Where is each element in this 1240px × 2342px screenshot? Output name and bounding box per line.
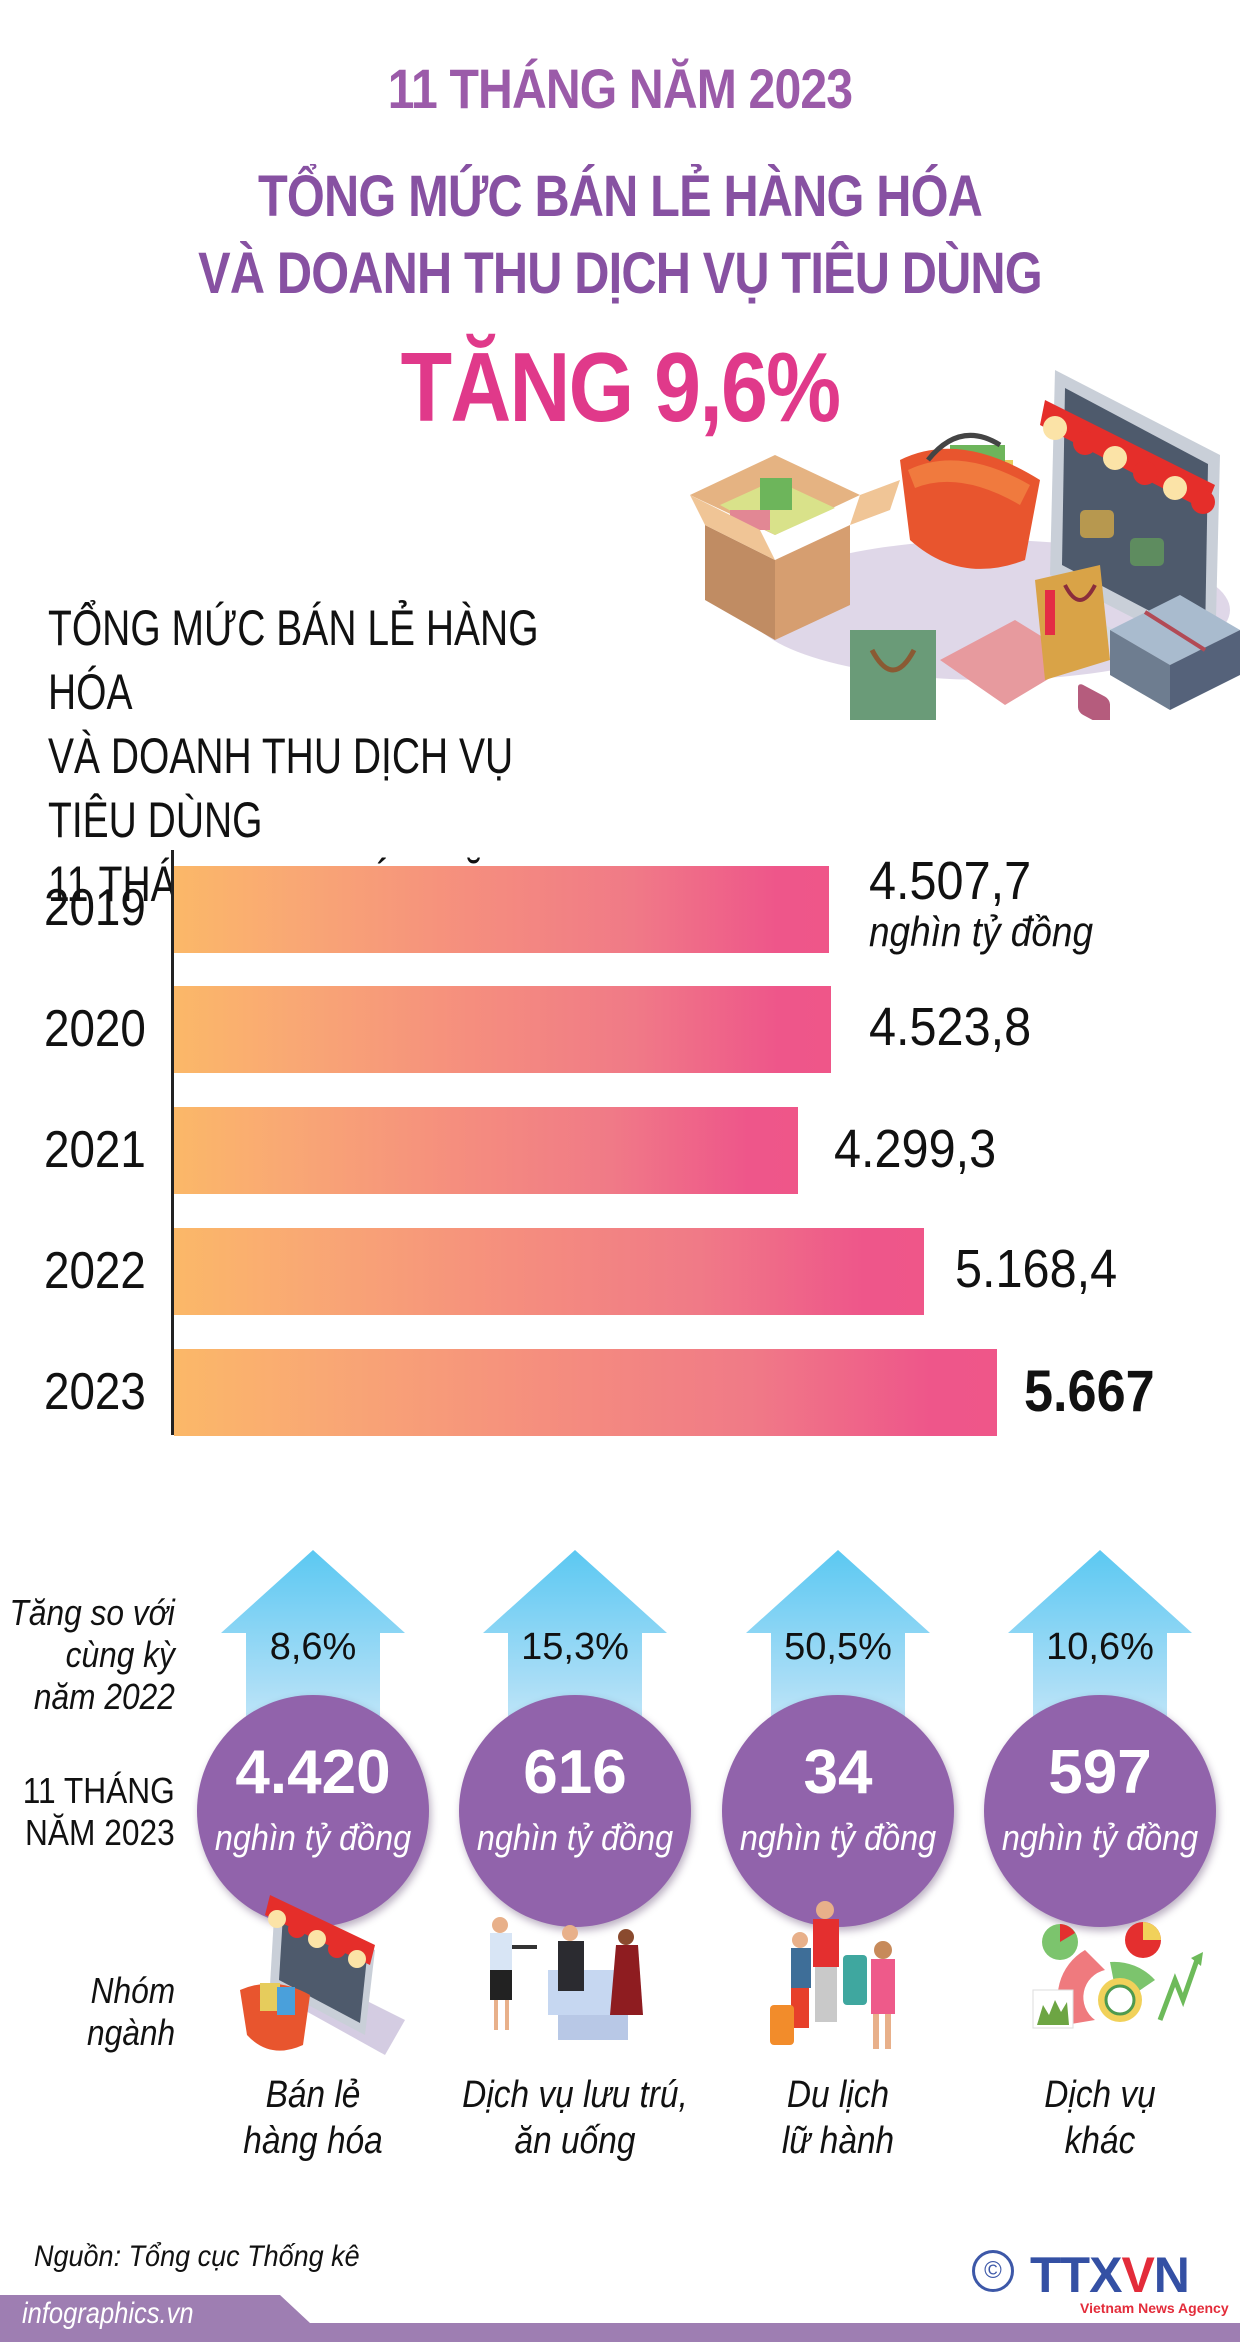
bar-2022 (174, 1228, 924, 1315)
growth-value-retail: 8,6% (269, 1626, 357, 1668)
value-label-2020: 4.523,8 (869, 997, 1032, 1057)
shopping-bag-icon (850, 630, 936, 720)
chart-title-line2: VÀ DOANH THU DỊCH VỤ TIÊU DÙNG (48, 728, 514, 848)
footer-tab (0, 2295, 340, 2342)
bar-2021 (174, 1107, 798, 1194)
bar-2020 (174, 986, 831, 1073)
sector-row-label: Nhóm ngành (86, 1970, 175, 2053)
main-title-line2: VÀ DOANH THU DỊCH VỤ TIÊU DÙNG (198, 241, 1042, 306)
value-retail: 4.420 (235, 1738, 391, 1807)
online-store-icon (240, 1895, 405, 2055)
chart-y-axis (171, 850, 174, 1435)
chart-title: TỔNG MỨC BÁN LẺ HÀNG HÓA VÀ DOANH THU DỊ… (48, 596, 594, 916)
sector-label-accommodation: Dịch vụ lưu trú, ăn uống (462, 2074, 688, 2162)
value-travel: 34 (803, 1738, 873, 1807)
ttxvn-logo: TTXVN (1030, 2247, 1190, 2303)
year-label-2023: 2023 (44, 1363, 146, 1421)
year-label-2022: 2022 (44, 1242, 146, 1300)
sector-label-other: Dịch vụ khác (1044, 2074, 1156, 2162)
chart-title-line1: TỔNG MỨC BÁN LẺ HÀNG HÓA (48, 600, 539, 720)
source-note: Nguồn: Tổng cục Thống kê (34, 2240, 360, 2273)
unit-label: nghìn tỷ đồng (869, 908, 1094, 955)
bar-2023 (174, 1349, 997, 1436)
gift-box-icon (1110, 595, 1240, 710)
shopping-illustration-icon (690, 370, 1240, 720)
value-label-2022: 5.168,4 (955, 1239, 1118, 1299)
growth-value-accommodation: 15,3% (521, 1626, 629, 1668)
value-accommodation: 616 (523, 1738, 627, 1807)
bar-2019 (174, 866, 829, 953)
ttxvn-logo-subtitle: Vietnam News Agency (1080, 2300, 1229, 2316)
unit-accommodation: nghìn tỷ đồng (476, 1817, 674, 1858)
value-label-2019: 4.507,7 (869, 851, 1032, 911)
year-label-2019: 2019 (44, 879, 146, 937)
value-circle-other: 597 nghìn tỷ đồng (984, 1695, 1216, 1927)
year-label-2020: 2020 (44, 1000, 146, 1058)
unit-travel: nghìn tỷ đồng (739, 1817, 937, 1858)
value-row-label: 11 THÁNG NĂM 2023 (22, 1770, 176, 1853)
copyright-icon: © (972, 2250, 1014, 2292)
headline-growth: TĂNG 9,6% (400, 332, 842, 442)
sector-label-retail: Bán lẻ hàng hóa (243, 2074, 383, 2162)
sector-label-travel: Du lịch lữ hành (781, 2074, 895, 2162)
basket-icon (900, 432, 1040, 569)
analytics-icon (1032, 1922, 1203, 2029)
growth-value-travel: 50,5% (784, 1626, 892, 1668)
value-circle-retail: 4.420 nghìn tỷ đồng (197, 1695, 429, 1927)
value-circle-accommodation: 616 nghìn tỷ đồng (459, 1695, 691, 1927)
unit-other: nghìn tỷ đồng (1001, 1817, 1199, 1858)
value-label-2023: 5.667 (1024, 1359, 1155, 1424)
value-label-2021: 4.299,3 (834, 1119, 997, 1179)
growth-row-label: Tăng so với cùng kỳ năm 2022 (9, 1592, 175, 1717)
cardboard-box-icon (690, 455, 900, 640)
main-title-line1: TỔNG MỨC BÁN LẺ HÀNG HÓA (258, 164, 983, 229)
site-link[interactable]: infographics.vn (22, 2297, 194, 2330)
value-circle-travel: 34 nghìn tỷ đồng (722, 1695, 954, 1927)
period-title: 11 THÁNG NĂM 2023 (387, 57, 853, 120)
travelers-icon (770, 1901, 895, 2049)
year-label-2021: 2021 (44, 1121, 146, 1179)
unit-retail: nghìn tỷ đồng (214, 1817, 412, 1858)
growth-value-other: 10,6% (1046, 1626, 1154, 1668)
value-other: 597 (1048, 1738, 1152, 1807)
restaurant-icon (490, 1917, 643, 2040)
